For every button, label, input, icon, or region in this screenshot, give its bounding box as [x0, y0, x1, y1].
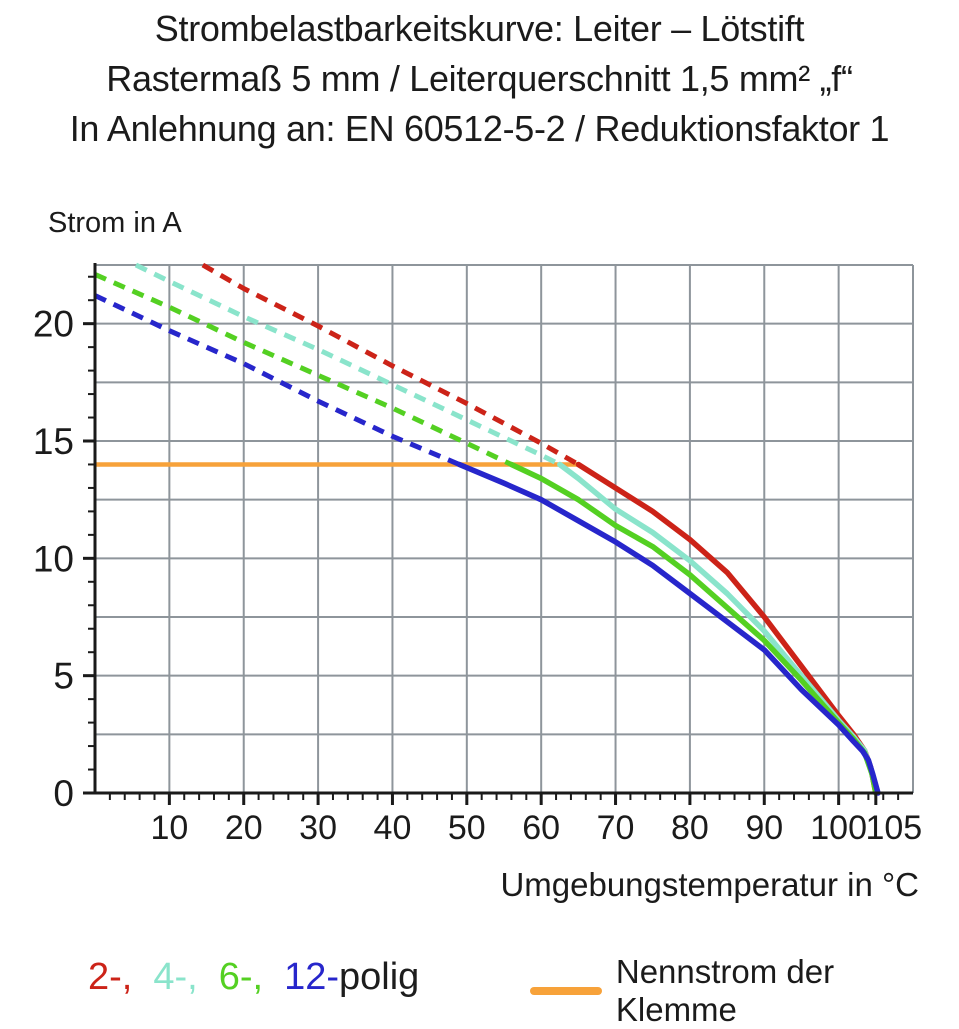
x-tick-label: 40: [374, 809, 412, 847]
y-tick-label: 20: [33, 304, 74, 345]
curve-2-polig-dashed: [201, 262, 580, 467]
x-tick-label: 100: [810, 809, 867, 847]
curve-12-polig-dashed: [93, 293, 461, 467]
x-tick-label: 90: [745, 809, 783, 847]
x-axis-title: Umgebungstemperatur in °C: [500, 866, 919, 903]
title-line-3: In Anlehnung an: EN 60512-5-2 / Reduktio…: [69, 108, 890, 149]
page-title: Strombelastbarkeitskurve: Leiter – Lötst…: [0, 4, 959, 154]
nennstrom-legend-label: Nennstrom der Klemme: [615, 953, 835, 1028]
x-tick-label: 30: [299, 809, 337, 847]
pole-count-legend: 2-, 4-, 6-, 12-polig: [88, 956, 419, 999]
x-tick-label: 70: [597, 809, 635, 847]
y-tick-label: 5: [53, 656, 74, 697]
nennstrom-legend: Nennstrom der Klemme: [530, 953, 959, 1029]
x-tick-label: 80: [671, 809, 709, 847]
y-axis-title: Strom in A: [48, 207, 182, 239]
x-tick-label: 20: [225, 809, 263, 847]
x-tick-label: 60: [522, 809, 560, 847]
pole-legend-suffix: polig: [339, 956, 420, 998]
x-tick-label: 50: [448, 809, 486, 847]
curve-4-polig-solid: [557, 461, 880, 796]
x-tick-label: 10: [150, 809, 188, 847]
pole-legend-item: 12-: [284, 956, 339, 998]
y-tick-label: 0: [53, 773, 74, 814]
y-tick-label: 10: [33, 538, 74, 579]
x-tick-label: 105: [865, 809, 922, 847]
pole-legend-item: 4-,: [153, 956, 198, 998]
curve-4-polig-dashed: [134, 262, 561, 467]
pole-legend-item: 6-,: [218, 956, 264, 998]
pole-legend-item: 2-,: [88, 956, 133, 998]
curve-12-polig-solid: [456, 461, 881, 796]
title-line-1: Strombelastbarkeitskurve: Leiter – Lötst…: [154, 8, 805, 49]
y-tick-label: 15: [33, 421, 74, 462]
nennstrom-line-swatch: [530, 987, 602, 995]
curve-6-polig-dashed: [93, 272, 513, 467]
pole-legend-entries: 2-, 4-, 6-, 12-: [88, 956, 339, 998]
title-line-2: Rastermaß 5 mm / Leiterquerschnitt 1,5 m…: [106, 58, 853, 99]
